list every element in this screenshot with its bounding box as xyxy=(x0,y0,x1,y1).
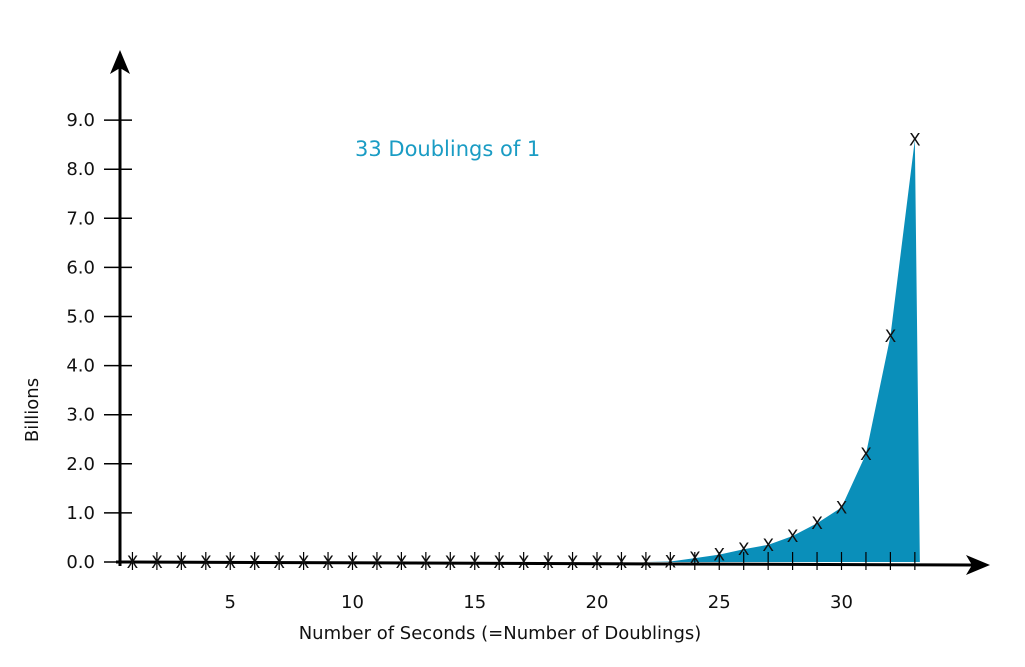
data-point-marker: X xyxy=(542,553,554,573)
data-point-marker: X xyxy=(518,553,530,573)
data-point-marker: X xyxy=(665,553,677,573)
data-point-marker: X xyxy=(151,553,163,573)
data-point-marker: X xyxy=(200,553,212,573)
tick-mark-layer xyxy=(104,119,916,570)
data-point-marker: X xyxy=(371,553,383,573)
area-fill xyxy=(132,139,920,563)
data-point-marker: X xyxy=(689,549,701,569)
data-point-marker: X xyxy=(493,553,505,573)
data-point-marker: X xyxy=(127,553,139,573)
y-tick-label: 6.0 xyxy=(66,257,95,278)
y-tick-label: 1.0 xyxy=(66,503,95,524)
data-point-marker: X xyxy=(347,553,359,573)
data-point-marker: X xyxy=(738,540,750,560)
x-tick-label: 10 xyxy=(341,592,364,613)
x-axis-arrow xyxy=(966,555,990,575)
data-point-marker: X xyxy=(420,553,432,573)
data-point-marker: X xyxy=(762,536,774,556)
x-tick-label: 20 xyxy=(586,592,609,613)
data-point-marker: X xyxy=(176,553,188,573)
y-tick-label: 2.0 xyxy=(66,454,95,475)
y-tick-label: 9.0 xyxy=(66,110,95,131)
y-tick-label: 5.0 xyxy=(66,307,95,328)
data-point-marker: X xyxy=(909,131,921,151)
data-point-marker: X xyxy=(469,553,481,573)
chart-title: 33 Doublings of 1 xyxy=(355,137,540,161)
y-axis-title: Billions xyxy=(22,378,43,442)
x-tick-label: 30 xyxy=(830,592,853,613)
data-point-marker: X xyxy=(811,514,823,534)
data-point-marker: X xyxy=(567,553,579,573)
y-tick-label: 8.0 xyxy=(66,159,95,180)
y-tick-label: 0.0 xyxy=(66,552,95,573)
x-tick-label: 5 xyxy=(225,592,236,613)
data-point-marker: X xyxy=(616,553,628,573)
data-point-marker: X xyxy=(713,546,725,566)
data-point-marker: X xyxy=(273,553,285,573)
data-point-marker: X xyxy=(860,445,872,465)
data-point-marker: X xyxy=(787,527,799,547)
data-point-marker: X xyxy=(836,498,848,518)
data-point-marker: X xyxy=(640,553,652,573)
y-tick-label: 7.0 xyxy=(66,208,95,229)
x-tick-label: 25 xyxy=(708,592,731,613)
area-layer xyxy=(132,139,920,563)
data-point-marker: X xyxy=(444,553,456,573)
y-tick-label: 3.0 xyxy=(66,405,95,426)
data-point-marker: X xyxy=(396,553,408,573)
data-point-marker: X xyxy=(298,553,310,573)
x-axis-title: Number of Seconds (=Number of Doublings) xyxy=(299,623,702,644)
data-point-marker: X xyxy=(249,553,261,573)
data-point-marker: X xyxy=(591,553,603,573)
label-layer: 0.0 1.0 2.0 3.0 4.0 5.0 6.0 7.0 8.0 9.0 5 10 15 20 25 3… xyxy=(66,110,853,613)
y-axis-arrow xyxy=(110,50,130,74)
axis-layer xyxy=(110,50,990,575)
data-point-marker: X xyxy=(885,327,897,347)
x-axis-line xyxy=(115,560,973,567)
data-point-marker: X xyxy=(224,553,236,573)
data-point-marker: X xyxy=(322,553,334,573)
x-tick-label: 15 xyxy=(463,592,486,613)
y-tick-label: 4.0 xyxy=(66,356,95,377)
